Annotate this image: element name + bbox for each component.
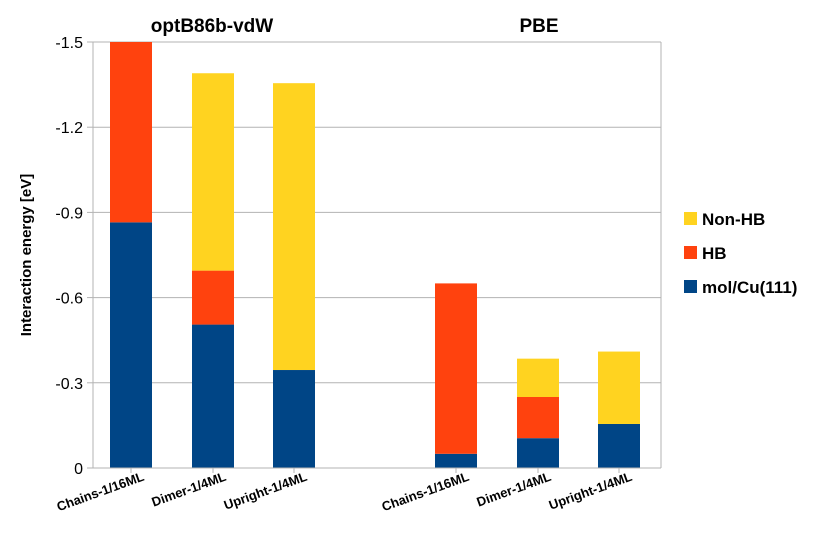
bar-segment [435, 453, 477, 468]
bar-segment [517, 358, 559, 397]
legend-swatch [684, 246, 697, 259]
y-tick-label: -1.2 [55, 120, 83, 137]
y-tick-label: 0 [74, 461, 83, 478]
x-tick-label: Chains-1/16ML [380, 469, 471, 514]
x-tick-label: Upright-1/4ML [547, 469, 634, 513]
bars [110, 42, 640, 468]
x-tick-label: Dimer-1/4ML [150, 469, 228, 510]
bar-segment [110, 42, 152, 223]
bar-segment [517, 438, 559, 468]
bar-segment [192, 324, 234, 468]
bar-segment [598, 423, 640, 468]
group-title: optB86b-vdW [151, 16, 274, 37]
axes [87, 41, 662, 473]
y-axis-label: Interaction energy [eV] [18, 174, 35, 337]
legend-swatch [684, 280, 697, 293]
x-tick-label: Upright-1/4ML [222, 469, 309, 513]
legend-label: HB [702, 244, 727, 263]
bar-segment [517, 397, 559, 439]
bar-segment [192, 270, 234, 325]
bar-segment [273, 370, 315, 468]
bar-segment [110, 222, 152, 468]
legend-label: mol/Cu(111) [702, 278, 797, 297]
legend-swatch [684, 212, 697, 225]
x-tick-label: Chains-1/16ML [55, 469, 146, 514]
bar-segment [598, 351, 640, 424]
x-tick-label: Dimer-1/4ML [475, 469, 553, 510]
y-tick-label: -0.6 [55, 291, 83, 308]
legend-label: Non-HB [702, 210, 765, 229]
legend: Non-HB HB mol/Cu(111) [684, 210, 797, 297]
bar-segment [435, 283, 477, 454]
y-tick-label: -0.9 [55, 205, 83, 222]
group-title: PBE [519, 16, 558, 37]
y-tick-label: -1.5 [55, 35, 83, 52]
bar-segment [273, 83, 315, 371]
bar-segment [192, 73, 234, 271]
gridlines [93, 41, 661, 384]
y-tick-label: -0.3 [55, 376, 83, 393]
